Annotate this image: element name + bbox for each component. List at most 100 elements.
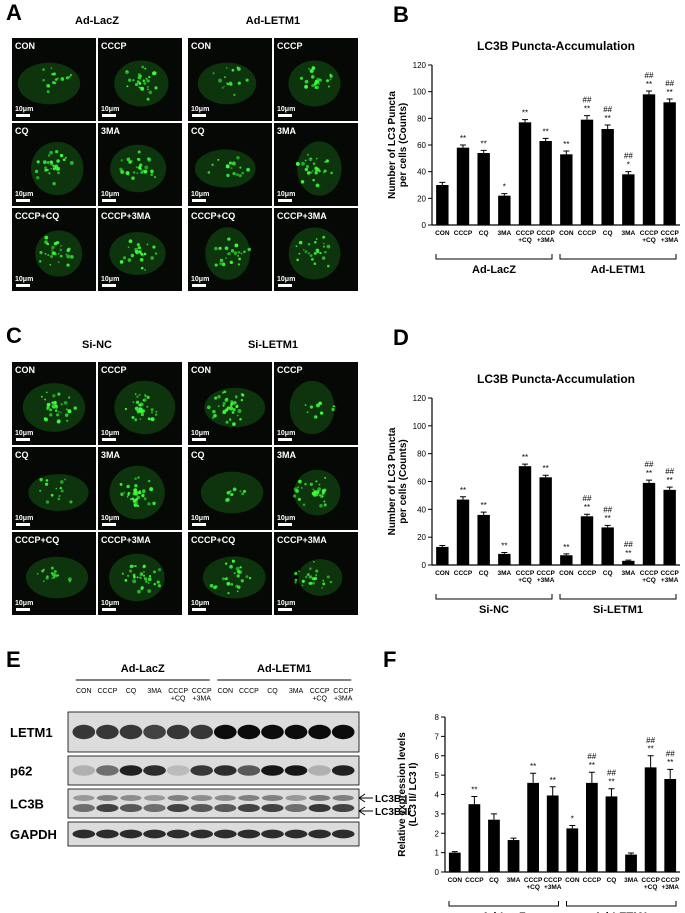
puncta <box>233 251 238 256</box>
scale-bar <box>16 438 30 441</box>
puncta <box>57 497 61 501</box>
puncta <box>221 87 224 89</box>
puncta <box>222 401 226 406</box>
error-bar <box>490 813 497 820</box>
tile-label: 3MA <box>101 126 121 136</box>
puncta <box>229 406 234 411</box>
x-tick-label: CQ <box>489 877 499 884</box>
scale-bar <box>102 199 116 202</box>
puncta <box>301 579 305 583</box>
band <box>237 765 261 776</box>
y-tick-label: 120 <box>413 61 427 70</box>
lane-label: CCCP +CQ <box>168 688 188 703</box>
bar <box>622 174 635 225</box>
puncta <box>224 76 226 79</box>
error-bar <box>460 496 466 500</box>
band <box>261 804 284 812</box>
puncta <box>122 256 127 260</box>
puncta <box>148 90 153 95</box>
puncta <box>311 169 314 172</box>
significance: ## ** <box>665 467 674 485</box>
puncta <box>225 257 227 259</box>
puncta <box>225 420 229 424</box>
puncta <box>307 243 311 246</box>
significance: ** <box>471 785 477 794</box>
band <box>72 804 95 812</box>
band <box>238 795 260 801</box>
puncta <box>67 396 71 399</box>
puncta <box>315 480 318 483</box>
y-axis-label: Number of LC3 Punctaper cells (Counts) <box>387 427 409 535</box>
puncta <box>133 488 138 493</box>
puncta <box>229 260 233 265</box>
error-bar <box>471 795 478 805</box>
puncta <box>331 407 335 412</box>
band <box>308 804 331 812</box>
puncta <box>325 159 329 163</box>
puncta <box>304 250 308 254</box>
bar <box>586 782 598 872</box>
puncta <box>141 494 145 498</box>
scale-bar <box>278 523 292 526</box>
puncta <box>311 66 316 70</box>
bar <box>477 153 490 225</box>
puncta <box>147 417 151 421</box>
puncta <box>232 487 237 492</box>
puncta <box>65 76 69 80</box>
scale-bar <box>16 608 30 611</box>
puncta <box>136 576 139 579</box>
group-bracket <box>566 901 677 907</box>
bar <box>580 516 594 565</box>
puncta <box>141 65 145 69</box>
puncta <box>206 405 211 410</box>
group-bracket <box>435 594 553 600</box>
puncta <box>134 393 137 396</box>
puncta <box>47 85 51 88</box>
puncta <box>218 246 222 251</box>
group-label: Ad-LacZ <box>482 911 526 913</box>
puncta <box>304 404 307 406</box>
bar <box>507 840 520 872</box>
puncta <box>49 413 53 417</box>
x-tick-label: CCCP <box>454 570 473 577</box>
puncta <box>140 86 145 91</box>
puncta <box>52 164 55 167</box>
puncta <box>312 162 316 166</box>
puncta <box>314 240 317 244</box>
puncta <box>309 405 314 409</box>
bar <box>477 514 490 565</box>
significance: ## ** <box>624 540 633 558</box>
row-label: LC3B <box>10 797 44 812</box>
puncta <box>302 248 305 251</box>
x-tick-label: CCCP +3MA <box>543 877 562 891</box>
puncta <box>316 494 319 497</box>
x-tick-label: 3MA <box>507 877 521 884</box>
error-bar <box>501 551 508 554</box>
significance: ## ** <box>603 105 612 123</box>
puncta <box>310 75 315 79</box>
bar <box>601 527 614 565</box>
puncta <box>137 75 141 80</box>
band <box>213 829 237 839</box>
puncta <box>239 490 242 493</box>
x-tick-label: CCCP +CQ <box>641 877 660 891</box>
puncta <box>150 411 154 414</box>
significance: ## * <box>624 152 633 170</box>
puncta <box>139 418 142 420</box>
puncta <box>304 84 309 89</box>
puncta <box>146 395 150 399</box>
puncta <box>298 252 301 255</box>
puncta <box>238 257 241 261</box>
puncta <box>248 577 252 580</box>
puncta <box>127 78 132 82</box>
puncta <box>241 492 245 496</box>
puncta <box>228 161 232 165</box>
puncta <box>318 483 321 486</box>
scale-label: 10μm <box>15 191 33 198</box>
puncta <box>236 404 239 407</box>
puncta <box>152 501 156 506</box>
puncta <box>57 261 60 263</box>
tile-label: CCCP <box>277 365 303 375</box>
puncta <box>146 405 149 408</box>
band <box>237 804 260 812</box>
